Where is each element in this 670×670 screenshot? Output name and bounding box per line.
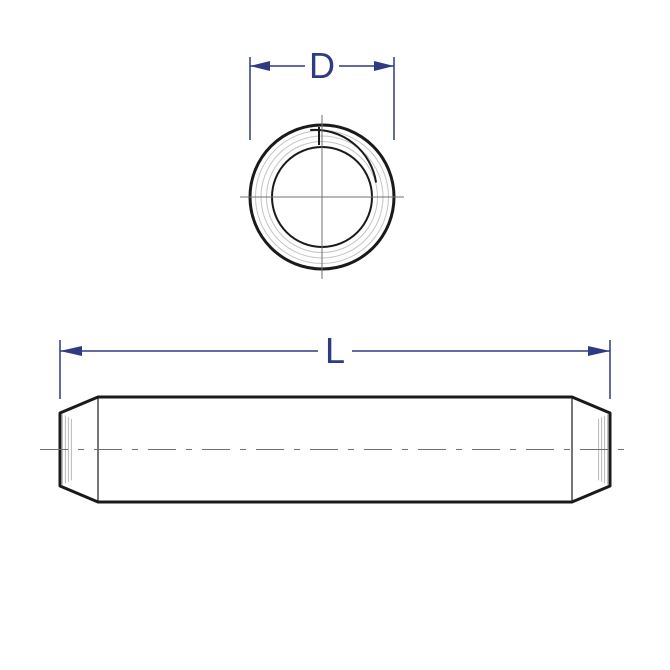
- dim-label-length: L: [325, 330, 345, 371]
- dim-label-diameter: D: [309, 45, 335, 86]
